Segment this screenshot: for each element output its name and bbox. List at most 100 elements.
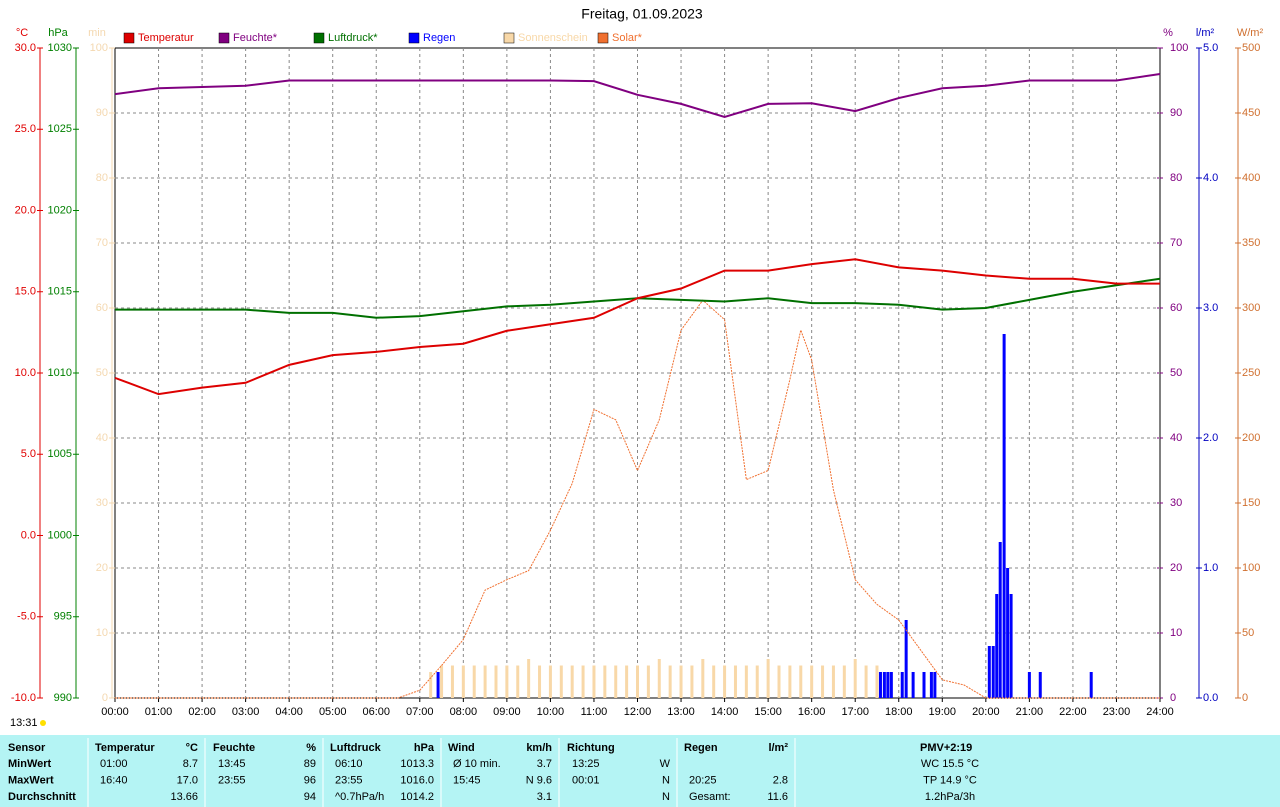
x-tick-label: 18:00 [885,706,913,718]
bar [864,665,868,698]
bar [842,665,846,698]
table-cell: 20:25 [689,774,717,786]
legend-label: Temperatur [138,32,194,44]
bar [882,672,886,698]
legend-swatch [218,32,230,44]
y-tick-label: 80 [1170,172,1182,184]
legend-swatch [597,32,609,44]
y-tick-label: 300 [1242,302,1260,314]
bar [922,672,926,698]
y-tick-label: 995 [54,611,72,623]
x-tick-label: 24:00 [1146,706,1174,718]
axis-unit: W/m² [1237,27,1264,39]
bar [625,665,629,698]
table-row-label: MaxWert [8,774,54,786]
table-cell: WC 15.5 °C [921,758,979,770]
bar [995,594,999,698]
y-tick-label: 30 [96,497,108,509]
y-tick-label: 90 [1170,107,1182,119]
bar [911,672,915,698]
bar [636,665,639,698]
x-tick-label: 02:00 [188,706,216,718]
x-tick-label: 19:00 [929,706,957,718]
bar [1027,672,1031,698]
y-tick-label: 60 [1170,302,1182,314]
y-tick-label: 10 [1170,627,1182,639]
bar [505,665,509,698]
table-cell: Gesamt: [689,791,731,803]
y-tick-label: 990 [54,692,72,704]
bar [875,665,879,698]
y-tick-label: 4.0 [1203,172,1218,184]
x-tick-label: 14:00 [711,706,739,718]
table-header-unit: km/h [526,742,552,754]
y-tick-label: 3.0 [1203,302,1218,314]
y-tick-label: 1020 [48,204,72,216]
table-cell: 13:25 [572,758,600,770]
legend-swatch [503,32,515,44]
bar [701,659,705,698]
bar [570,665,574,698]
legend-swatch [313,32,325,44]
legend-swatch [123,32,135,44]
y-tick-label: 1000 [48,529,72,541]
table-cell: 23:55 [335,774,363,786]
bar [614,665,618,698]
bar [603,665,607,698]
bar [429,672,433,698]
bar [472,665,476,698]
x-tick-label: 20:00 [972,706,1000,718]
table-cell: 1016.0 [400,774,434,786]
y-tick-label: 1005 [48,448,72,460]
bar [777,665,781,698]
table-cell: 8.7 [183,758,198,770]
y-tick-label: 50 [1242,627,1254,639]
y-tick-label: 150 [1242,497,1260,509]
axis-unit: hPa [48,27,68,39]
x-tick-label: 17:00 [841,706,869,718]
table-row-label: MinWert [8,758,52,770]
table-cell: 06:10 [335,758,363,770]
table-header: Sensor [8,742,46,754]
bar [889,672,893,698]
y-tick-label: -10.0 [11,692,36,704]
table-cell: 89 [304,758,316,770]
y-tick-label: 350 [1242,237,1260,249]
table-cell: 1013.3 [400,758,434,770]
y-tick-label: 60 [96,302,108,314]
x-tick-label: 07:00 [406,706,434,718]
bar [1006,568,1010,698]
bar [712,665,716,698]
y-tick-label: 200 [1242,432,1260,444]
table-cell: 15:45 [453,774,481,786]
x-tick-label: 06:00 [362,706,390,718]
y-tick-label: 25.0 [15,123,36,135]
bar [538,665,542,698]
bar [527,659,531,698]
table-cell: 11.6 [767,791,788,803]
table-cell: 1.2hPa/3h [925,791,975,803]
bar [904,620,908,698]
y-tick-label: 15.0 [15,286,36,298]
y-tick-label: 100 [1242,562,1260,574]
bar [1009,594,1013,698]
table-background [0,735,1280,807]
bar [933,672,937,698]
y-tick-label: -5.0 [17,611,36,623]
legend-label: Regen [423,32,455,44]
y-tick-label: 70 [96,237,108,249]
y-tick-label: 50 [96,367,108,379]
table-cell: 13.66 [170,791,198,803]
table-header: Richtung [567,742,615,754]
table-cell: 17.0 [177,774,198,786]
legend-label: Solar* [612,32,643,44]
x-tick-label: 01:00 [145,706,173,718]
x-tick-label: 13:00 [667,706,695,718]
x-tick-label: 15:00 [754,706,782,718]
table-header: Feuchte [213,742,255,754]
table-cell: ^0.7hPa/h [335,791,384,803]
bar [723,665,727,698]
y-tick-label: 20.0 [15,204,36,216]
axis-unit: °C [16,27,28,39]
